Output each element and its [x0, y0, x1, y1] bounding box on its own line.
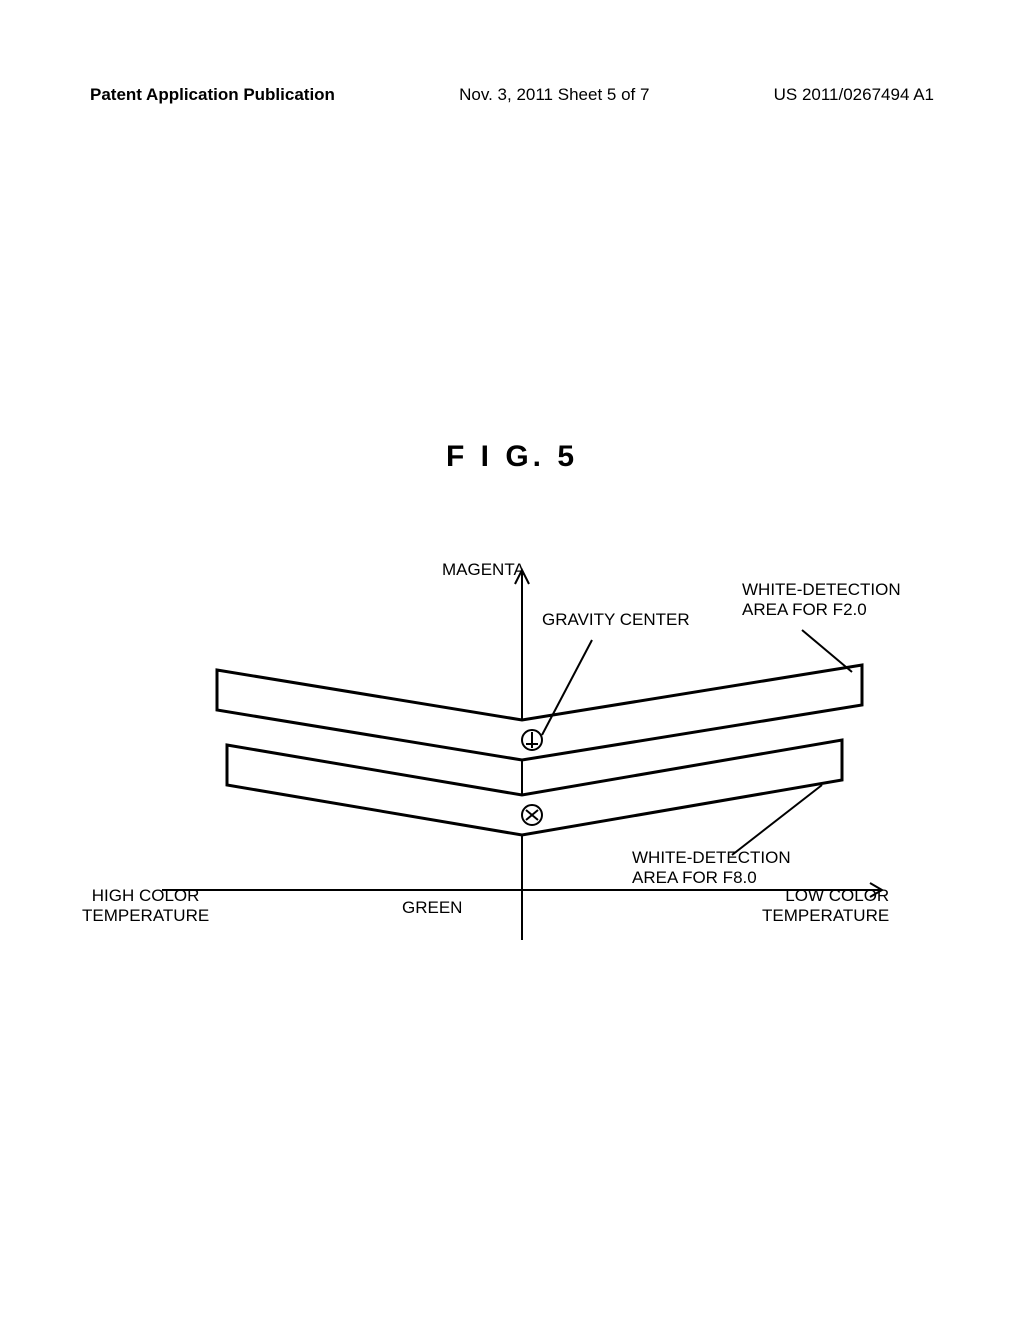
- label-green: GREEN: [402, 898, 462, 918]
- page-header: Patent Application Publication Nov. 3, 2…: [0, 85, 1024, 105]
- header-right: US 2011/0267494 A1: [774, 85, 934, 105]
- label-wd-f80-l1: WHITE-DETECTION: [632, 848, 791, 867]
- header-left: Patent Application Publication: [90, 85, 335, 105]
- label-low-temp-l1: LOW COLOR: [785, 886, 889, 905]
- label-gravity: GRAVITY CENTER: [542, 610, 690, 630]
- header-center: Nov. 3, 2011 Sheet 5 of 7: [459, 85, 649, 105]
- callout-f20: [802, 630, 852, 672]
- figure-diagram: MAGENTA GREEN HIGH COLOR TEMPERATURE LOW…: [122, 560, 902, 960]
- label-low-temp-l2: TEMPERATURE: [762, 906, 889, 925]
- label-low-temp: LOW COLOR TEMPERATURE: [762, 886, 889, 925]
- label-high-temp-l2: TEMPERATURE: [82, 906, 209, 925]
- label-wd-f20-l1: WHITE-DETECTION: [742, 580, 901, 599]
- label-wd-f80-l2: AREA FOR F8.0: [632, 868, 757, 887]
- label-high-temp: HIGH COLOR TEMPERATURE: [82, 886, 209, 925]
- label-high-temp-l1: HIGH COLOR: [92, 886, 200, 905]
- label-wd-f20: WHITE-DETECTION AREA FOR F2.0: [742, 580, 901, 619]
- figure-title: F I G. 5: [446, 440, 578, 474]
- label-wd-f20-l2: AREA FOR F2.0: [742, 600, 867, 619]
- label-wd-f80: WHITE-DETECTION AREA FOR F8.0: [632, 848, 791, 887]
- label-magenta: MAGENTA: [442, 560, 525, 580]
